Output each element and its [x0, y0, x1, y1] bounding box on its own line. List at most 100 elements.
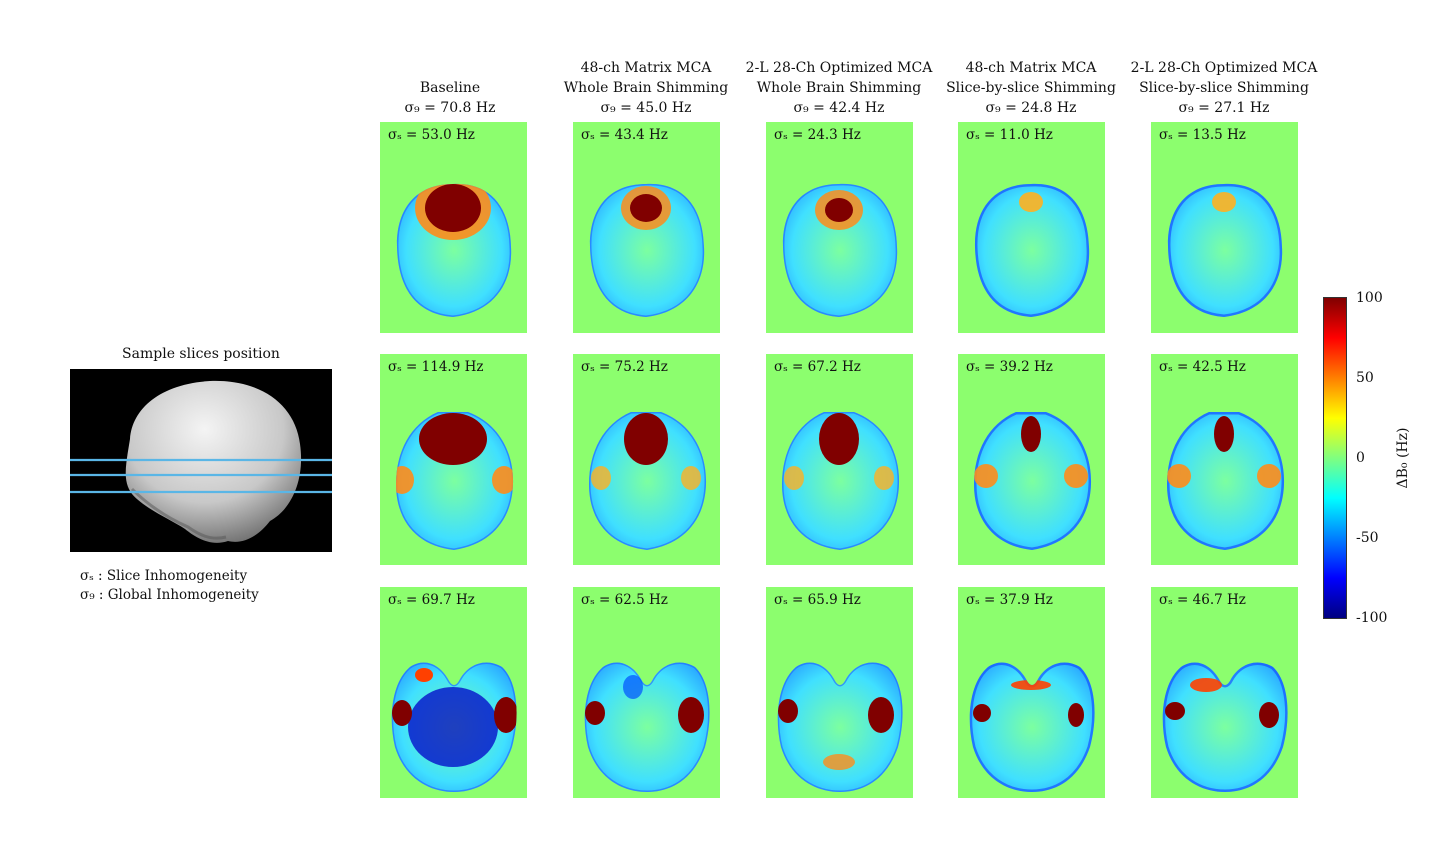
sigma-s-label: σₛ = 75.2 Hz	[581, 359, 668, 375]
colorbar-tick: 0	[1356, 450, 1365, 466]
field-map-image	[974, 412, 1092, 550]
sigma-s-label: σₛ = 62.5 Hz	[581, 592, 668, 608]
field-map-panel: σₛ = 67.2 Hz	[766, 354, 913, 565]
field-hotspot	[681, 466, 701, 490]
field-hotspot	[784, 466, 804, 490]
field-map-panel: σₛ = 62.5 Hz	[573, 587, 720, 798]
field-hotspot	[494, 697, 517, 733]
header-line1	[350, 58, 550, 78]
field-hotspot	[874, 466, 894, 490]
header-line1: 48-ch Matrix MCA	[580, 60, 712, 76]
field-hotspot	[1259, 702, 1279, 728]
field-hotspot	[1190, 678, 1222, 692]
head-slice	[969, 662, 1095, 792]
sigma-s-label: σₛ = 37.9 Hz	[966, 592, 1053, 608]
field-hotspot	[1021, 416, 1041, 452]
field-hotspot	[1011, 680, 1051, 690]
head-slice	[974, 412, 1092, 550]
header-sigma-g: σ₉ = 24.8 Hz	[985, 100, 1077, 116]
field-map-panel: σₛ = 13.5 Hz	[1151, 122, 1298, 333]
edge-artifact	[1162, 662, 1288, 792]
colorbar-tick: -100	[1356, 610, 1388, 626]
header-line2: Whole Brain Shimming	[563, 80, 729, 96]
field-hotspot	[1068, 703, 1084, 727]
field-map-image	[589, 412, 707, 550]
sample-slices-title: Sample slices position	[122, 346, 280, 362]
field-map-panel: σₛ = 75.2 Hz	[573, 354, 720, 565]
field-map-panel: σₛ = 11.0 Hz	[958, 122, 1105, 333]
sigma-s-label: σₛ = 43.4 Hz	[581, 127, 668, 143]
field-hotspot	[1167, 464, 1191, 488]
field-hotspot	[819, 413, 859, 465]
column-header-48ch-whole: 48-ch Matrix MCA Whole Brain Shimming σ₉…	[546, 58, 746, 118]
edge-artifact	[584, 662, 710, 792]
field-hotspot	[419, 413, 487, 465]
header-line2: Whole Brain Shimming	[756, 80, 922, 96]
field-map-panel: σₛ = 42.5 Hz	[1151, 354, 1298, 565]
field-hotspot	[868, 697, 894, 733]
field-hotspot	[1214, 416, 1234, 452]
header-line2: Slice-by-slice Shimming	[1139, 80, 1309, 96]
field-hotspot	[630, 194, 662, 222]
field-map-image	[589, 183, 705, 317]
sigma-s-label: σₛ = 67.2 Hz	[774, 359, 861, 375]
head-slice	[782, 183, 898, 317]
field-map-image	[777, 662, 903, 792]
header-line1: 48-ch Matrix MCA	[965, 60, 1097, 76]
sigma-s-label: σₛ = 114.9 Hz	[388, 359, 484, 375]
field-hotspot	[1019, 192, 1043, 212]
header-line1: 2-L 28-Ch Optimized MCA	[1130, 60, 1318, 76]
field-map-image	[1167, 412, 1285, 550]
sigma-s-label: σₛ = 42.5 Hz	[1159, 359, 1246, 375]
head-slice	[584, 662, 710, 792]
field-hotspot	[825, 198, 853, 222]
field-map-panel: σₛ = 43.4 Hz	[573, 122, 720, 333]
edge-artifact	[782, 183, 898, 317]
field-hotspot	[492, 466, 514, 494]
field-hotspot	[585, 701, 605, 725]
sigma-s-label: σₛ = 11.0 Hz	[966, 127, 1053, 143]
legend: σₛ : Slice Inhomogeneity σ₉ : Global Inh…	[80, 567, 259, 605]
head-slice	[589, 183, 705, 317]
field-hotspot	[1165, 702, 1185, 720]
colorbar	[1323, 297, 1347, 619]
header-line2: Slice-by-slice Shimming	[946, 80, 1116, 96]
column-header-baseline: Baseline σ₉ = 70.8 Hz	[350, 58, 550, 118]
colorbar-tick: -50	[1356, 530, 1379, 546]
head-slice	[782, 412, 900, 550]
field-hotspot	[1257, 464, 1281, 488]
field-map-image	[969, 662, 1095, 792]
column-header-28ch-whole: 2-L 28-Ch Optimized MCA Whole Brain Shim…	[739, 58, 939, 118]
legend-slice: σₛ : Slice Inhomogeneity	[80, 568, 248, 584]
legend-global: σ₉ : Global Inhomogeneity	[80, 587, 259, 603]
field-hotspot	[1212, 192, 1236, 212]
head-slice	[777, 662, 903, 792]
field-map-panel: σₛ = 114.9 Hz	[380, 354, 527, 565]
head-slice	[1162, 662, 1288, 792]
field-hotspot	[974, 464, 998, 488]
field-map-panel: σₛ = 53.0 Hz	[380, 122, 527, 333]
header-sigma-g: σ₉ = 27.1 Hz	[1178, 100, 1270, 116]
sigma-s-label: σₛ = 69.7 Hz	[388, 592, 475, 608]
field-map-image	[584, 662, 710, 792]
head-slice	[974, 183, 1090, 317]
brain-silhouette	[125, 380, 302, 543]
field-hotspot	[396, 466, 414, 494]
header-sigma-g: σ₉ = 45.0 Hz	[600, 100, 692, 116]
field-hotspot	[591, 466, 611, 490]
edge-artifact	[777, 662, 903, 792]
head-slice	[589, 412, 707, 550]
field-hotspot	[973, 704, 991, 722]
field-hotspot	[425, 184, 481, 232]
header-line1: 2-L 28-Ch Optimized MCA	[745, 60, 933, 76]
sagittal-brain-image	[70, 369, 332, 552]
field-map-image	[391, 662, 517, 792]
field-map-panel: σₛ = 24.3 Hz	[766, 122, 913, 333]
edge-artifact	[1167, 183, 1283, 317]
column-header-48ch-slice: 48-ch Matrix MCA Slice-by-slice Shimming…	[931, 58, 1131, 118]
field-hotspot	[392, 700, 412, 726]
field-hotspot	[778, 699, 798, 723]
header-sigma-g: σ₉ = 70.8 Hz	[404, 100, 496, 116]
header-sigma-g: σ₉ = 42.4 Hz	[793, 100, 885, 116]
field-map-image	[396, 183, 512, 317]
